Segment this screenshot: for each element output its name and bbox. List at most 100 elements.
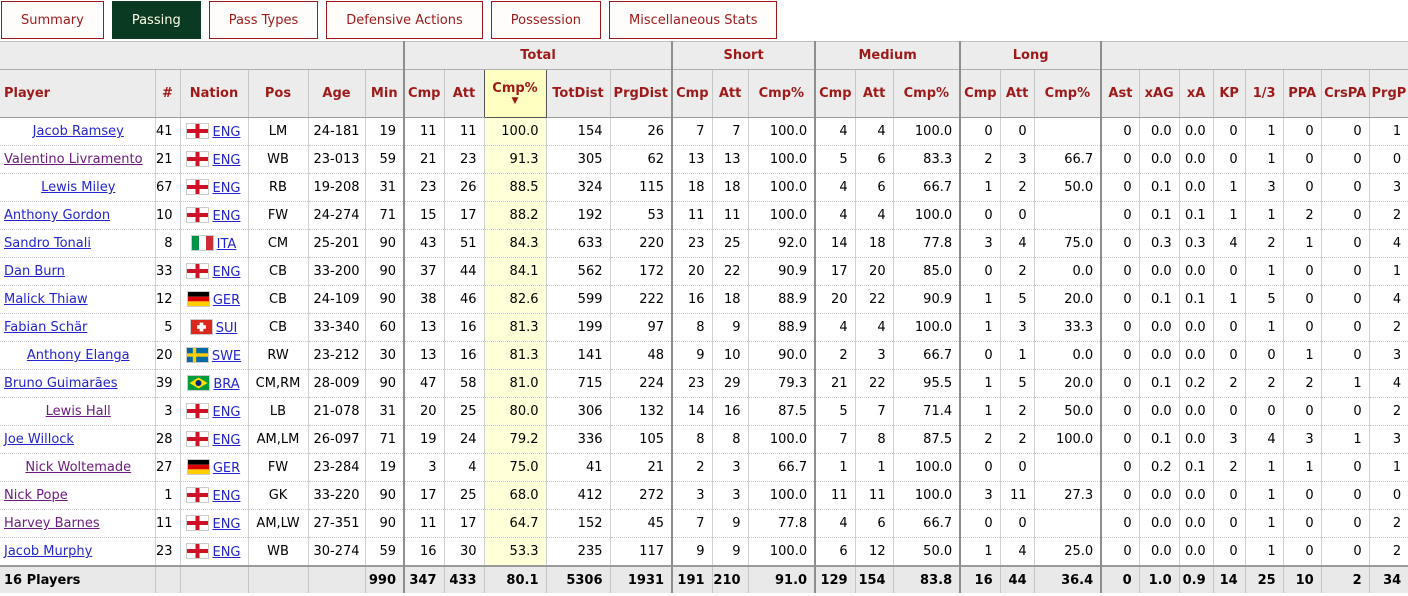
stat-cell: 115 bbox=[609, 173, 673, 202]
col-header-xa-22[interactable]: xA bbox=[1178, 69, 1214, 118]
stat-cell: 1 bbox=[1244, 313, 1284, 342]
minutes-cell: 71 bbox=[364, 201, 404, 230]
player-link[interactable]: Jacob Ramsey bbox=[32, 124, 124, 139]
nation-link[interactable]: GER bbox=[212, 292, 241, 308]
col-header-xag-21[interactable]: xAG bbox=[1138, 69, 1180, 118]
tab-miscellaneous-stats[interactable]: Miscellaneous Stats bbox=[609, 1, 778, 39]
col-header-att-15[interactable]: Att bbox=[854, 69, 894, 118]
col-header-nation-2[interactable]: Nation bbox=[179, 69, 248, 118]
col-header-crspa-26[interactable]: CrsPA bbox=[1320, 69, 1370, 118]
player-link[interactable]: Nick Pope bbox=[4, 488, 68, 503]
col-header-cmp-11[interactable]: Cmp bbox=[671, 69, 713, 118]
stat-cell: 0 bbox=[959, 117, 1001, 146]
player-link[interactable]: Fabian Schär bbox=[4, 320, 88, 335]
col-header-pos-3[interactable]: Pos bbox=[247, 69, 308, 118]
stat-cell: 1 bbox=[959, 537, 1001, 567]
col-header-1-3-24[interactable]: 1/3 bbox=[1244, 69, 1284, 118]
col-header-cmp-19[interactable]: Cmp% bbox=[1033, 69, 1102, 118]
nation-link[interactable]: ENG bbox=[212, 488, 241, 504]
tab-summary[interactable]: Summary bbox=[1, 1, 104, 39]
col-header-prgp-27[interactable]: PrgP bbox=[1368, 69, 1408, 118]
col-header-cmp-6[interactable]: Cmp bbox=[403, 69, 444, 118]
col-header-ppa-25[interactable]: PPA bbox=[1282, 69, 1322, 118]
stat-cell: 53 bbox=[609, 201, 673, 230]
stat-cell: 0 bbox=[1320, 313, 1370, 342]
stat-cell: 0.2 bbox=[1138, 453, 1180, 482]
col-header-cmp-16[interactable]: Cmp% bbox=[892, 69, 961, 118]
nation-link[interactable]: BRA bbox=[213, 376, 240, 392]
table-row: Sandro Tonali 8 ITA CM 25-201 90 43 51 84.3 633 22… bbox=[0, 229, 1408, 258]
col-header-att-18[interactable]: Att bbox=[999, 69, 1035, 118]
nation-link[interactable]: ENG bbox=[212, 180, 241, 196]
player-link[interactable]: Malick Thiaw bbox=[4, 292, 88, 307]
tab-possession[interactable]: Possession bbox=[490, 1, 602, 39]
stat-cell: 90.0 bbox=[747, 341, 816, 370]
nation-link[interactable]: SUI bbox=[215, 320, 238, 336]
stat-cell: 192 bbox=[545, 201, 610, 230]
nation-link[interactable]: ENG bbox=[212, 152, 241, 168]
player-cell: Fabian Schär bbox=[0, 313, 155, 342]
player-link[interactable]: Lewis Miley bbox=[41, 180, 116, 195]
col-header-att-12[interactable]: Att bbox=[711, 69, 749, 118]
col-header-att-7[interactable]: Att bbox=[443, 69, 484, 118]
player-link[interactable]: Bruno Guimarães bbox=[4, 376, 118, 391]
player-link[interactable]: Jacob Murphy bbox=[4, 544, 93, 559]
col-header-prgdist-10[interactable]: PrgDist bbox=[609, 69, 673, 118]
player-link[interactable]: Anthony Elanga bbox=[26, 348, 130, 363]
shirt-number-cell: 20 bbox=[154, 341, 180, 370]
position-cell: AM,LM bbox=[247, 425, 308, 454]
col-header-ast-20[interactable]: Ast bbox=[1100, 69, 1140, 118]
stat-cell: 154 bbox=[545, 117, 610, 146]
stat-cell: 26 bbox=[609, 117, 673, 146]
col-header-cmp-8[interactable]: Cmp% ▼ bbox=[483, 69, 547, 118]
shirt-number-cell: 27 bbox=[154, 453, 180, 482]
tab-passing[interactable]: Passing bbox=[111, 1, 201, 39]
nation-link[interactable]: ENG bbox=[212, 516, 241, 532]
nation-link[interactable]: ENG bbox=[212, 404, 241, 420]
nation-link[interactable]: ENG bbox=[212, 208, 241, 224]
col-header-player-0[interactable]: Player bbox=[0, 69, 155, 118]
age-cell: 25-201 bbox=[307, 229, 365, 258]
age-cell: 23-284 bbox=[307, 453, 365, 482]
nation-link[interactable]: SWE bbox=[211, 348, 242, 364]
nation-link[interactable]: ENG bbox=[212, 432, 241, 448]
nation-link[interactable]: ENG bbox=[212, 544, 241, 560]
stat-cell: 1 bbox=[1244, 509, 1284, 538]
player-link[interactable]: Dan Burn bbox=[4, 264, 65, 279]
stat-cell: 10 bbox=[711, 341, 749, 370]
stat-cell: 0 bbox=[1282, 537, 1322, 567]
stat-cell: 2 bbox=[999, 173, 1035, 202]
player-link[interactable]: Sandro Tonali bbox=[4, 236, 91, 251]
player-link[interactable]: Joe Willock bbox=[4, 432, 74, 447]
stat-cell: 6 bbox=[854, 145, 894, 174]
col-header-blank-1[interactable]: # bbox=[154, 69, 180, 118]
col-header-age-4[interactable]: Age bbox=[307, 69, 365, 118]
stat-cell: 100.0 bbox=[747, 481, 816, 510]
table-row: Fabian Schär 5 SUI CB 33-340 60 13 16 81.3 199 97 8… bbox=[0, 313, 1408, 342]
stat-cell: 100.0 bbox=[747, 201, 816, 230]
player-link[interactable]: Valentino Livramento bbox=[4, 152, 143, 167]
totals-stat-cell: 154 bbox=[854, 565, 894, 593]
player-link[interactable]: Nick Woltemade bbox=[25, 460, 132, 475]
tab-defensive-actions[interactable]: Defensive Actions bbox=[326, 1, 483, 39]
player-link[interactable]: Harvey Barnes bbox=[4, 516, 100, 531]
stat-cell: 2 bbox=[999, 257, 1035, 286]
stat-cell: 11 bbox=[403, 509, 444, 538]
col-header-cmp-17[interactable]: Cmp bbox=[959, 69, 1001, 118]
nation-link[interactable]: ENG bbox=[212, 264, 241, 280]
col-header-kp-23[interactable]: KP bbox=[1212, 69, 1246, 118]
tab-pass-types[interactable]: Pass Types bbox=[208, 1, 319, 39]
col-header-min-5[interactable]: Min bbox=[364, 69, 404, 118]
player-link[interactable]: Anthony Gordon bbox=[4, 208, 111, 223]
stat-cell: 305 bbox=[545, 145, 610, 174]
player-link[interactable]: Lewis Hall bbox=[45, 404, 111, 419]
totals-stat-cell: 2 bbox=[1320, 565, 1370, 593]
col-header-cmp-14[interactable]: Cmp bbox=[814, 69, 856, 118]
stat-cell: 0.1 bbox=[1138, 425, 1180, 454]
stat-cell: 222 bbox=[609, 285, 673, 314]
nation-link[interactable]: GER bbox=[212, 460, 241, 476]
col-header-totdist-9[interactable]: TotDist bbox=[545, 69, 610, 118]
col-header-cmp-13[interactable]: Cmp% bbox=[747, 69, 816, 118]
nation-link[interactable]: ITA bbox=[216, 236, 237, 252]
nation-link[interactable]: ENG bbox=[212, 124, 241, 140]
